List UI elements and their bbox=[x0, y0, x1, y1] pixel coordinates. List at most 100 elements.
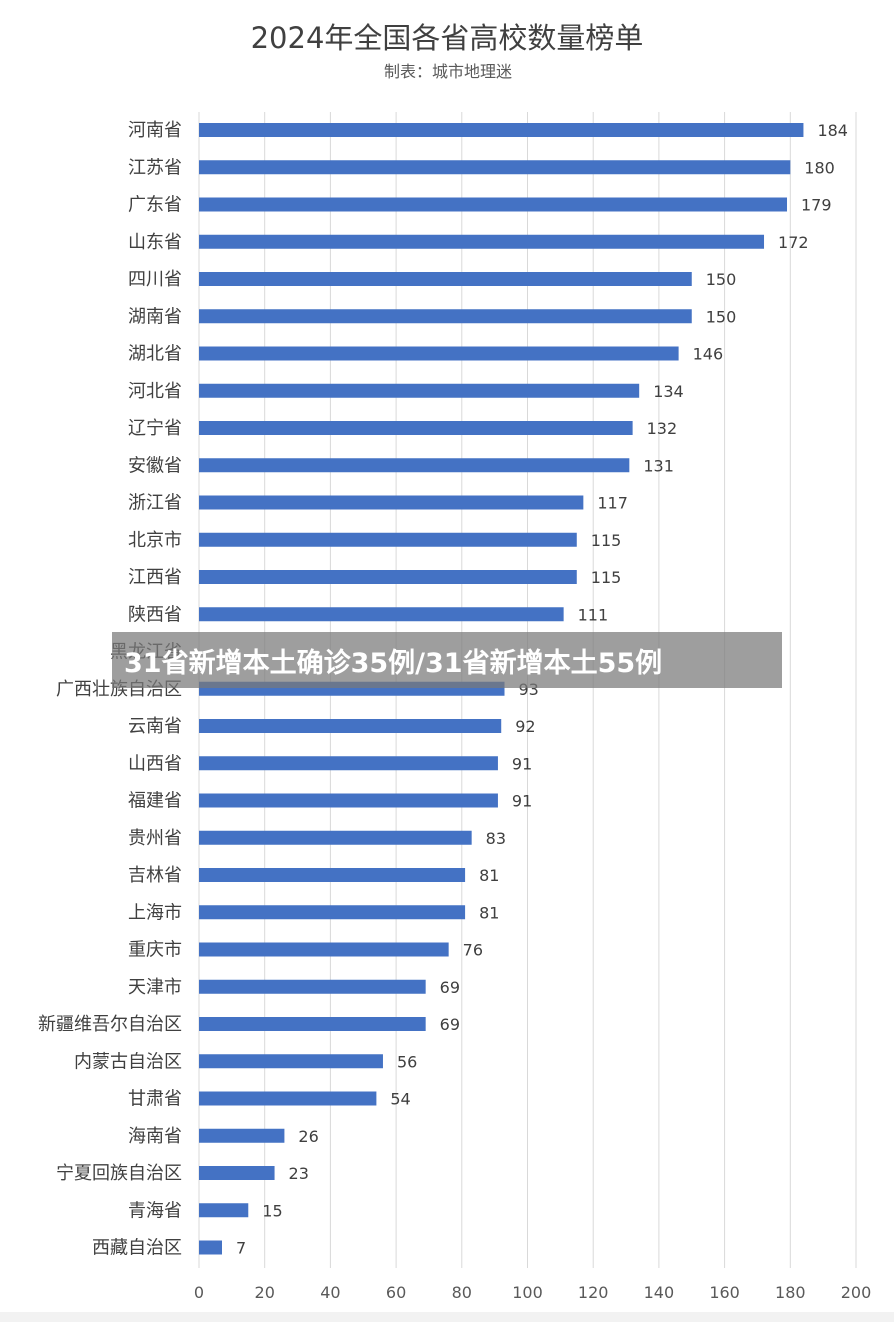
bar bbox=[199, 1166, 275, 1180]
category-label: 山东省 bbox=[128, 232, 182, 253]
bar bbox=[199, 346, 679, 361]
category-label: 浙江省 bbox=[128, 493, 182, 514]
category-label: 重庆市 bbox=[128, 940, 182, 961]
x-tick-label: 120 bbox=[578, 1283, 609, 1302]
bar bbox=[199, 1128, 285, 1143]
value-label: 54 bbox=[390, 1090, 410, 1109]
bar bbox=[199, 458, 630, 473]
category-label: 贵州省 bbox=[128, 828, 182, 849]
value-label: 146 bbox=[693, 345, 724, 364]
bar bbox=[199, 1017, 426, 1031]
bar bbox=[199, 421, 633, 435]
bar bbox=[199, 1240, 222, 1255]
category-label: 河北省 bbox=[128, 381, 182, 402]
bar bbox=[199, 905, 466, 920]
category-label: 山西省 bbox=[128, 753, 182, 774]
value-label: 76 bbox=[463, 941, 483, 960]
value-label: 115 bbox=[591, 531, 622, 550]
value-label: 172 bbox=[778, 233, 809, 252]
category-label: 云南省 bbox=[128, 716, 182, 737]
bar bbox=[199, 1054, 383, 1069]
category-label: 西藏自治区 bbox=[92, 1238, 182, 1259]
bar bbox=[199, 1203, 249, 1218]
bar bbox=[199, 570, 577, 584]
bar bbox=[199, 979, 426, 994]
category-label: 江苏省 bbox=[128, 157, 182, 178]
overlay-headline: 31省新增本土确诊35例/31省新增本土55例 bbox=[124, 647, 663, 679]
bar bbox=[199, 272, 692, 286]
value-label: 69 bbox=[440, 978, 460, 997]
category-labels: 河南省江苏省广东省山东省四川省湖南省湖北省河北省辽宁省安徽省浙江省北京市江西省陕… bbox=[38, 120, 182, 1259]
value-label: 179 bbox=[801, 196, 832, 215]
bar bbox=[199, 495, 584, 510]
category-label: 天津市 bbox=[128, 977, 182, 998]
value-label: 91 bbox=[512, 754, 532, 773]
bar bbox=[199, 793, 498, 808]
category-label: 吉林省 bbox=[128, 865, 182, 886]
x-tick-label: 140 bbox=[644, 1283, 675, 1302]
category-label: 江西省 bbox=[128, 567, 182, 588]
value-label: 23 bbox=[289, 1164, 309, 1183]
category-label: 内蒙古自治区 bbox=[74, 1051, 182, 1072]
category-label: 海南省 bbox=[128, 1126, 182, 1147]
bar bbox=[199, 719, 502, 733]
bar bbox=[199, 942, 449, 957]
x-tick-label: 20 bbox=[255, 1283, 275, 1302]
category-label: 上海市 bbox=[128, 902, 182, 923]
chart-title: 2024年全国各省高校数量榜单 bbox=[251, 21, 644, 55]
chart-subtitle: 制表：城市地理迷 bbox=[384, 62, 512, 81]
category-label: 安徽省 bbox=[128, 455, 182, 476]
value-label: 115 bbox=[591, 568, 622, 587]
bar bbox=[199, 1091, 377, 1106]
x-tick-label: 40 bbox=[320, 1283, 340, 1302]
category-label: 甘肃省 bbox=[128, 1089, 182, 1110]
x-tick-label: 80 bbox=[452, 1283, 472, 1302]
value-label: 81 bbox=[479, 866, 499, 885]
bars bbox=[199, 123, 804, 1255]
category-label: 湖南省 bbox=[128, 306, 182, 327]
category-label: 辽宁省 bbox=[128, 418, 182, 439]
bar bbox=[199, 868, 466, 882]
bar bbox=[199, 383, 640, 398]
category-label: 青海省 bbox=[128, 1200, 182, 1221]
value-labels: 184 180 179 172 150 150 146 134 132 131 117 115 115 1… bbox=[236, 121, 848, 1258]
value-label: 69 bbox=[440, 1015, 460, 1034]
bottom-strip bbox=[0, 1312, 894, 1322]
value-label: 83 bbox=[486, 829, 506, 848]
x-tick-label: 60 bbox=[386, 1283, 406, 1302]
value-label: 111 bbox=[578, 605, 609, 624]
value-label: 131 bbox=[643, 456, 674, 475]
bar bbox=[199, 830, 472, 845]
category-label: 福建省 bbox=[128, 791, 182, 812]
category-label: 四川省 bbox=[128, 269, 182, 290]
x-axis-ticks: 0 20 40 60 80 100 120 140 160 180 200 bbox=[194, 1283, 871, 1302]
value-label: 132 bbox=[647, 419, 678, 438]
x-tick-label: 160 bbox=[709, 1283, 740, 1302]
bar bbox=[199, 607, 564, 622]
value-label: 81 bbox=[479, 903, 499, 922]
category-label: 新疆维吾尔自治区 bbox=[38, 1014, 182, 1035]
value-label: 180 bbox=[804, 158, 835, 177]
category-label: 河南省 bbox=[128, 120, 182, 141]
bar bbox=[199, 160, 791, 175]
value-label: 15 bbox=[262, 1201, 282, 1220]
category-label: 广东省 bbox=[128, 195, 182, 216]
value-label: 150 bbox=[706, 307, 737, 326]
value-label: 150 bbox=[706, 270, 737, 289]
value-label: 7 bbox=[236, 1239, 246, 1258]
x-tick-label: 180 bbox=[775, 1283, 806, 1302]
bar bbox=[199, 234, 765, 249]
category-label: 北京市 bbox=[128, 530, 182, 551]
x-tick-label: 200 bbox=[841, 1283, 872, 1302]
bar bbox=[199, 197, 788, 212]
category-label: 宁夏回族自治区 bbox=[56, 1163, 182, 1184]
value-label: 26 bbox=[298, 1127, 318, 1146]
x-tick-label: 0 bbox=[194, 1283, 204, 1302]
value-label: 134 bbox=[653, 382, 684, 401]
value-label: 92 bbox=[515, 717, 535, 736]
bar bbox=[199, 756, 498, 771]
value-label: 184 bbox=[817, 121, 848, 140]
bar bbox=[199, 532, 577, 547]
value-label: 91 bbox=[512, 792, 532, 811]
